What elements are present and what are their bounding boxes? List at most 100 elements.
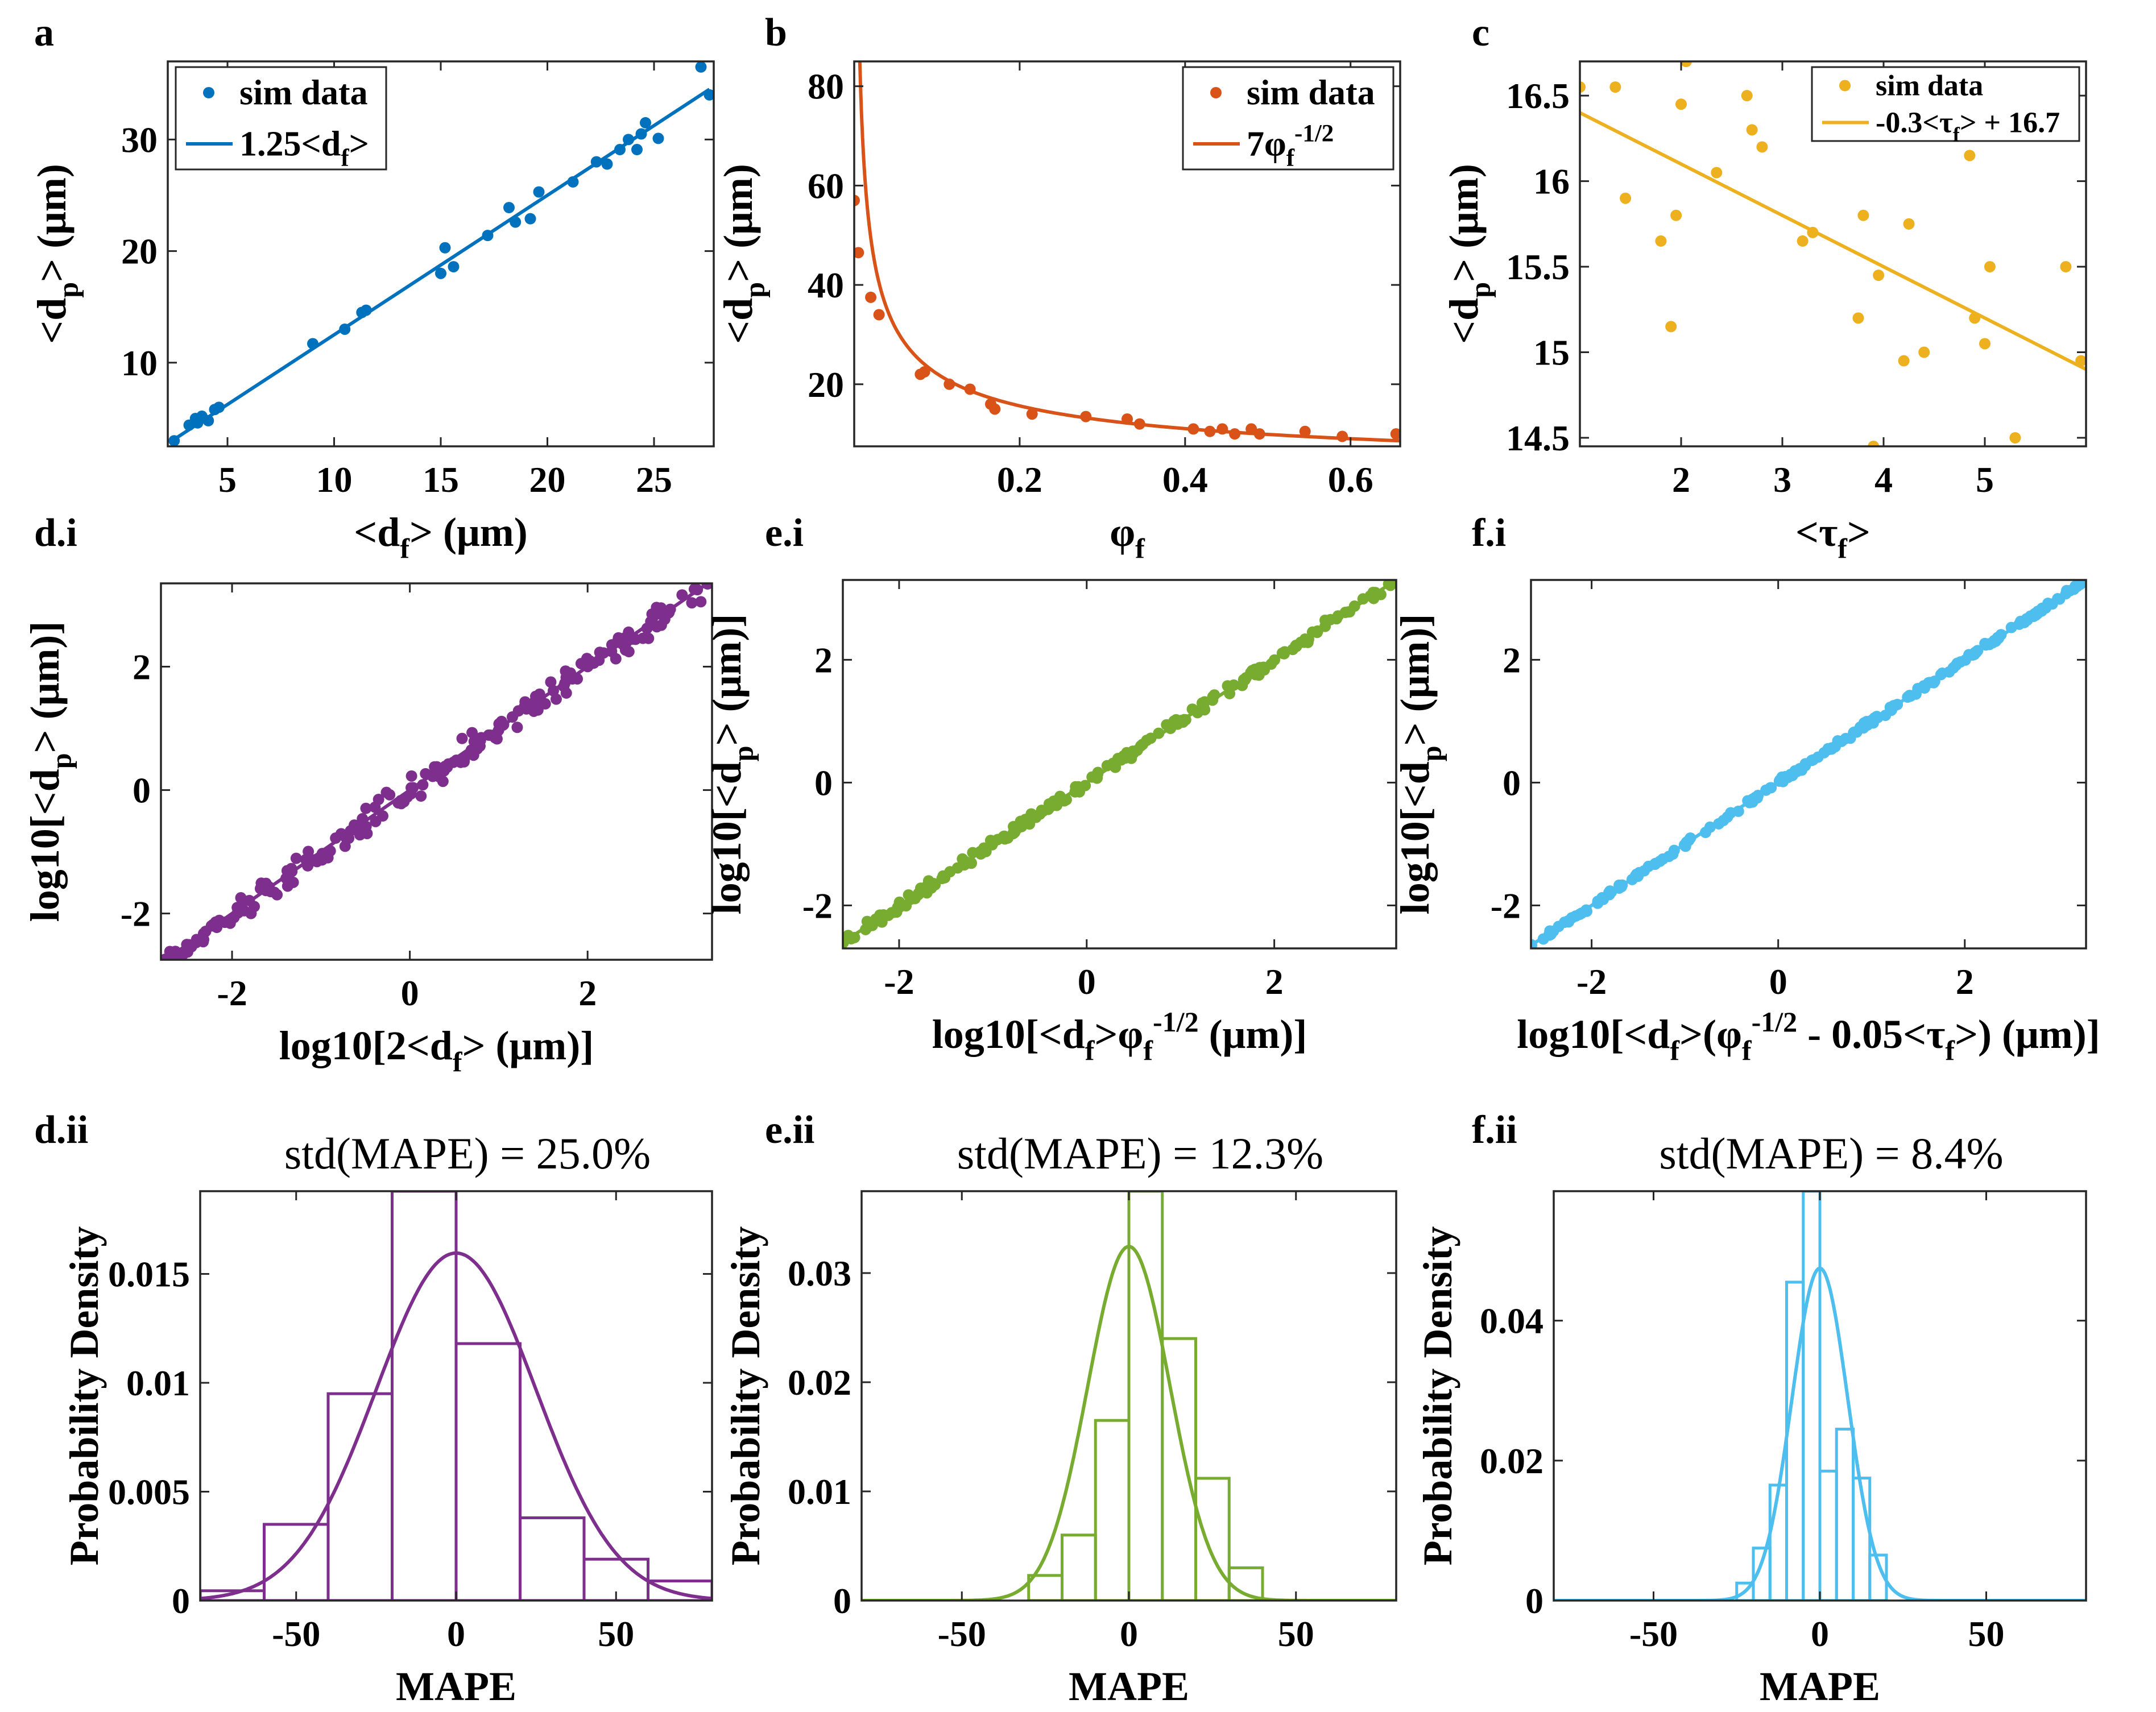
y-axis-label-sub: p: [1416, 745, 1447, 761]
data-point: [360, 802, 372, 814]
legend-entry-text: 7φ: [1247, 125, 1286, 163]
x-tick-label: 15: [423, 459, 459, 500]
y-tick-label: 0.01: [788, 1471, 851, 1512]
legend-entry-text: sim data: [239, 73, 368, 112]
data-point: [545, 676, 557, 688]
data-point: [377, 810, 389, 822]
legend-entry: 7φf-1/2: [1247, 121, 1334, 172]
histogram-bar: [326, 1392, 394, 1601]
data-point: [2060, 261, 2072, 273]
x-axis-label: <df> (μm): [354, 509, 528, 565]
y-axis-label: Probability Density: [723, 1226, 768, 1566]
panel-label: c: [1472, 11, 1489, 55]
y-tick-label: 0.04: [1480, 1301, 1543, 1341]
x-axis-label-text: log10[2<d: [279, 1023, 453, 1068]
y-axis-label: <dp> (μm): [715, 164, 771, 344]
data-point: [1918, 346, 1930, 358]
data-point: [439, 242, 451, 254]
data-point: [524, 213, 536, 225]
data-point: [466, 727, 478, 739]
data-point: [1979, 338, 1991, 350]
data-point: [643, 632, 655, 644]
x-tick-label: 2: [1265, 961, 1284, 1002]
panel-label: e.ii: [765, 1108, 814, 1152]
x-tick-label: 0.4: [1162, 459, 1208, 500]
x-tick-label: -2: [1576, 961, 1607, 1002]
panel-label: a: [34, 11, 54, 55]
y-tick-label: 0.01: [126, 1363, 190, 1403]
data-point: [249, 901, 260, 913]
histogram-bar: [1194, 1477, 1231, 1601]
data-point: [435, 267, 446, 279]
y-tick-label: 20: [121, 231, 158, 272]
data-point: [437, 776, 449, 787]
histogram-bar: [1061, 1533, 1097, 1601]
legend-entry: 1.25<df>: [239, 125, 369, 172]
fit-line: [843, 580, 1396, 944]
data-point: [255, 877, 267, 889]
plot-area: [200, 1191, 712, 1601]
histogram-bar: [647, 1580, 712, 1601]
data-point: [1756, 141, 1768, 153]
fit-line: [171, 88, 711, 442]
x-axis-label-text: >: [1847, 509, 1871, 555]
x-axis-label-sub: f: [1742, 1035, 1752, 1067]
x-tick-label: 0: [401, 973, 419, 1013]
y-tick-label: 10: [121, 343, 158, 383]
data-point: [1852, 312, 1864, 324]
x-tick-label: -50: [938, 1614, 986, 1654]
legend-marker: [1839, 80, 1851, 92]
legend-entry: sim data: [239, 73, 368, 112]
data-point: [1873, 270, 1885, 281]
legend: sim data 1.25<df>: [175, 66, 387, 172]
x-axis-label-text: MAPE: [396, 1664, 516, 1709]
x-tick-label: 2: [1672, 459, 1690, 500]
legend-entry-text: -0.3<τ: [1876, 107, 1953, 139]
y-tick-label: -2: [1491, 885, 1521, 926]
fit-curve: [858, 61, 1400, 443]
data-point: [631, 144, 643, 156]
x-axis-label-sub: f: [1143, 1035, 1153, 1067]
x-tick-label: 3: [1773, 459, 1791, 500]
y-tick-label: 0.03: [788, 1253, 851, 1294]
y-axis-label-text: Probability Density: [1415, 1226, 1460, 1566]
legend-entry-text: 1.25<d: [239, 125, 341, 163]
data-point: [651, 621, 663, 633]
panel-label: f.ii: [1472, 1108, 1517, 1152]
panel-label: d.i: [34, 511, 77, 555]
legend: sim data -0.3<τf> + 16.7: [1811, 66, 2080, 146]
data-point: [415, 790, 427, 802]
y-tick-label: 2: [814, 640, 833, 680]
legend-entry: sim data: [1876, 70, 1983, 102]
y-tick-label: 0: [133, 770, 151, 811]
data-point: [1026, 408, 1038, 420]
data-point: [282, 880, 293, 892]
x-axis-label-text: > (μm)]: [462, 1023, 594, 1068]
legend-entry: -0.3<τf> + 16.7: [1876, 107, 2060, 146]
legend-marker: [203, 87, 214, 98]
x-axis-label-text: log10[<d: [932, 1012, 1085, 1057]
x-tick-label: 0.6: [1328, 459, 1373, 500]
x-axis-label: log10[<df>(φf-1/2 - 0.05<τf>) (μm)]: [1517, 1006, 2100, 1066]
normal-fit-curve: [1554, 1266, 2086, 1601]
x-tick-label: 0: [1811, 1614, 1829, 1654]
x-tick-label: -2: [217, 973, 247, 1013]
data-point: [1620, 192, 1632, 204]
y-tick-label: -2: [121, 894, 151, 934]
data-point: [533, 186, 545, 198]
y-axis-label-sub: p: [45, 753, 77, 769]
y-axis-label-text: <d: [1441, 298, 1487, 344]
histogram-bar: [1818, 1469, 1838, 1601]
x-tick-label: 50: [598, 1614, 634, 1654]
data-point: [2009, 432, 2021, 443]
data-point: [989, 403, 1001, 415]
data-point: [1898, 355, 1910, 367]
y-axis-label: log10[<dp> (μm)]: [704, 614, 759, 915]
data-point: [560, 687, 572, 699]
